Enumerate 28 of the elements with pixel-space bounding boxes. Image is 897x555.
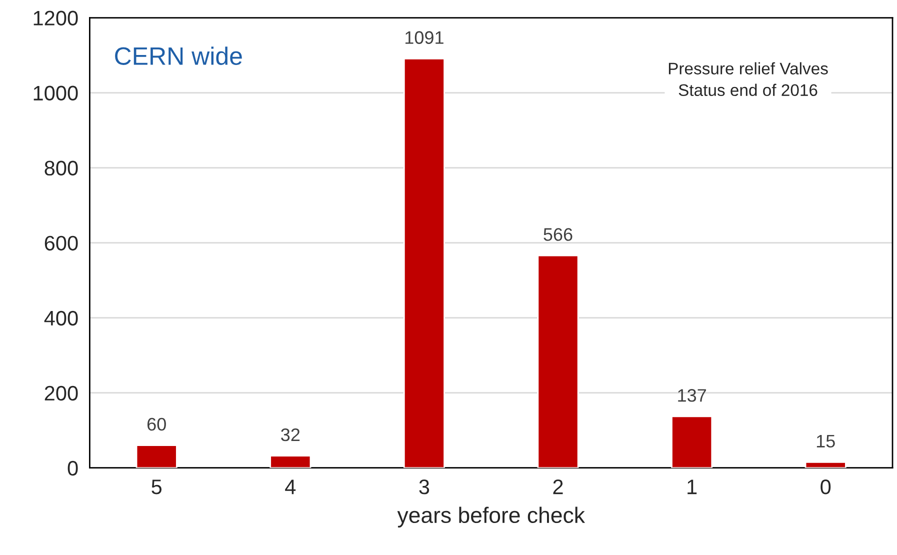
data-label: 60 xyxy=(147,418,166,431)
bar xyxy=(537,254,579,468)
x-tick-label: 0 xyxy=(820,480,831,494)
annotation: Pressure relief Valves Status end of 2016 xyxy=(668,62,828,96)
y-tick-label: 600 xyxy=(44,236,78,251)
x-tick-label: 1 xyxy=(688,480,697,494)
y-tick-label: 200 xyxy=(44,386,78,401)
x-tick-label: 4 xyxy=(285,480,296,494)
y-tick-label: 0 xyxy=(68,460,78,476)
bar xyxy=(270,455,312,468)
data-label: 566 xyxy=(544,228,572,241)
x-tick-label: 5 xyxy=(152,480,162,494)
x-tick-label: 3 xyxy=(419,480,430,494)
bar xyxy=(671,416,713,468)
data-label: 15 xyxy=(816,434,835,448)
data-label: 137 xyxy=(678,389,706,402)
y-tick-label: 800 xyxy=(44,160,78,176)
annotation: CERN wide xyxy=(115,46,242,65)
y-tick-label: 400 xyxy=(44,310,78,326)
x-tick-label: 2 xyxy=(553,480,563,494)
y-tick-label: 1200 xyxy=(34,10,78,26)
y-tick-label: 1000 xyxy=(34,86,78,101)
bar xyxy=(403,58,445,468)
data-label: 32 xyxy=(281,428,300,442)
bar xyxy=(804,462,846,468)
data-label: 1091 xyxy=(406,31,444,44)
bar xyxy=(136,444,178,468)
x-axis-title: years before check xyxy=(397,506,586,528)
